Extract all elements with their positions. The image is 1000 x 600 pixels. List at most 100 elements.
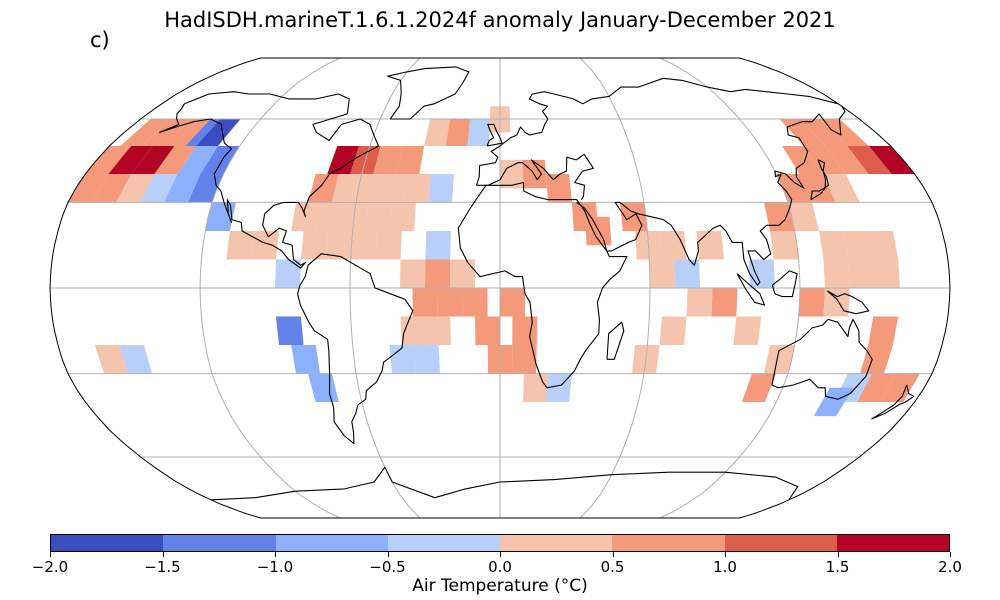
anomaly-cell <box>500 159 524 189</box>
anomaly-cell <box>462 288 488 317</box>
colorbar-tick <box>612 552 614 557</box>
anomaly-cell <box>843 231 874 260</box>
anomaly-cell <box>140 174 178 203</box>
colorbar-tick-label: 2.0 <box>938 558 962 576</box>
anomaly-cell <box>380 174 408 203</box>
panel-label: c) <box>90 28 110 52</box>
anomaly-cell <box>200 146 240 174</box>
anomaly-cell <box>649 259 675 288</box>
anomaly-cell <box>711 288 738 317</box>
colorbar-segment <box>275 535 388 551</box>
anomaly-cell <box>291 345 320 374</box>
anomaly-cell <box>275 259 301 288</box>
anomaly-cell <box>425 316 451 345</box>
coastline <box>297 253 414 445</box>
anomaly-cell <box>659 316 687 345</box>
colorbar-segment <box>163 535 276 551</box>
colorbar-tick <box>950 552 951 557</box>
anomaly-cell <box>425 231 451 260</box>
anomaly-cell <box>847 146 892 174</box>
anomaly-cell <box>848 259 875 288</box>
anomaly-cell <box>425 259 451 288</box>
graticule-lines <box>50 57 950 519</box>
anomaly-cell <box>788 202 820 231</box>
anomaly-cell <box>251 231 279 260</box>
anomaly-cell <box>437 288 463 317</box>
anomaly-cell <box>332 174 362 203</box>
anomaly-cell <box>546 174 572 203</box>
coastline <box>771 270 798 298</box>
anomaly-cell <box>428 174 454 203</box>
anomaly-cell <box>300 231 329 260</box>
colorbar-segment <box>500 535 613 551</box>
anomaly-cell <box>733 316 762 345</box>
anomaly-cell <box>512 345 537 374</box>
anomaly-cell <box>350 231 378 260</box>
anomaly-cell <box>308 373 339 402</box>
anomaly-cell <box>276 316 304 345</box>
anomaly-cell <box>741 373 776 402</box>
anomaly-cell <box>803 146 846 174</box>
colorbar-tick-label: 0.0 <box>488 558 512 576</box>
colorbar-tick-label: −2.0 <box>31 558 69 576</box>
anomaly-cell <box>404 174 431 203</box>
coastline <box>827 290 870 315</box>
colorbar-tick <box>387 552 389 557</box>
anomaly-cell <box>798 288 825 317</box>
coastline <box>606 321 625 360</box>
anomaly-cell <box>813 387 854 417</box>
colorbar <box>50 534 950 552</box>
globe-outline <box>49 57 951 519</box>
anomaly-cell <box>674 259 700 288</box>
anomaly-cell <box>164 174 201 203</box>
anomaly-cell <box>450 259 476 288</box>
anomaly-cell <box>782 146 823 174</box>
coastline <box>475 77 839 186</box>
colorbar-tick-label: 1.0 <box>713 558 737 576</box>
anomaly-cell <box>799 174 836 203</box>
anomaly-cell <box>523 373 548 402</box>
anomaly-cell <box>389 202 416 231</box>
colorbar-tick-label: −0.5 <box>369 558 406 576</box>
meridian-line <box>659 57 801 519</box>
coastline <box>576 105 846 286</box>
colorbar-tick <box>837 552 839 557</box>
coastline <box>736 273 766 306</box>
colorbar-tick <box>50 552 51 557</box>
anomaly-cell <box>880 373 920 402</box>
anomaly-cell <box>857 373 896 402</box>
meridian-line <box>199 57 341 519</box>
anomaly-cell <box>116 174 155 203</box>
coastline <box>457 181 628 389</box>
anomaly-cell <box>364 202 392 231</box>
anomaly-cell <box>356 174 385 203</box>
coastline <box>387 66 470 120</box>
coastline <box>211 466 799 501</box>
anomaly-cell <box>764 202 795 231</box>
coastline <box>771 318 873 400</box>
coastline <box>871 384 915 420</box>
colorbar-tick <box>275 552 276 557</box>
anomaly-cell <box>512 316 538 345</box>
anomaly-cell <box>868 231 899 260</box>
colorbar-segment <box>612 535 725 551</box>
anomaly-cell <box>68 174 109 203</box>
anomaly-cell <box>475 316 500 345</box>
anomaly-cell <box>373 146 403 174</box>
anomaly-cell <box>327 146 359 174</box>
anomaly-cell <box>467 119 490 146</box>
anomaly-cell <box>819 119 869 146</box>
colorbar-tick-label: 1.5 <box>825 558 850 576</box>
anomaly-cell <box>819 231 849 260</box>
meridian-line <box>349 57 421 519</box>
anomaly-cell <box>770 231 799 260</box>
anomaly-cell <box>196 119 241 146</box>
colorbar-tick <box>500 552 501 557</box>
colorbar-tick <box>725 552 726 557</box>
anomaly-cell <box>396 146 425 174</box>
anomaly-cell <box>226 231 255 260</box>
anomaly-cell <box>94 345 128 374</box>
anomaly-cell <box>375 231 402 260</box>
anomaly-cell <box>825 146 869 174</box>
anomaly-cell <box>400 259 426 288</box>
